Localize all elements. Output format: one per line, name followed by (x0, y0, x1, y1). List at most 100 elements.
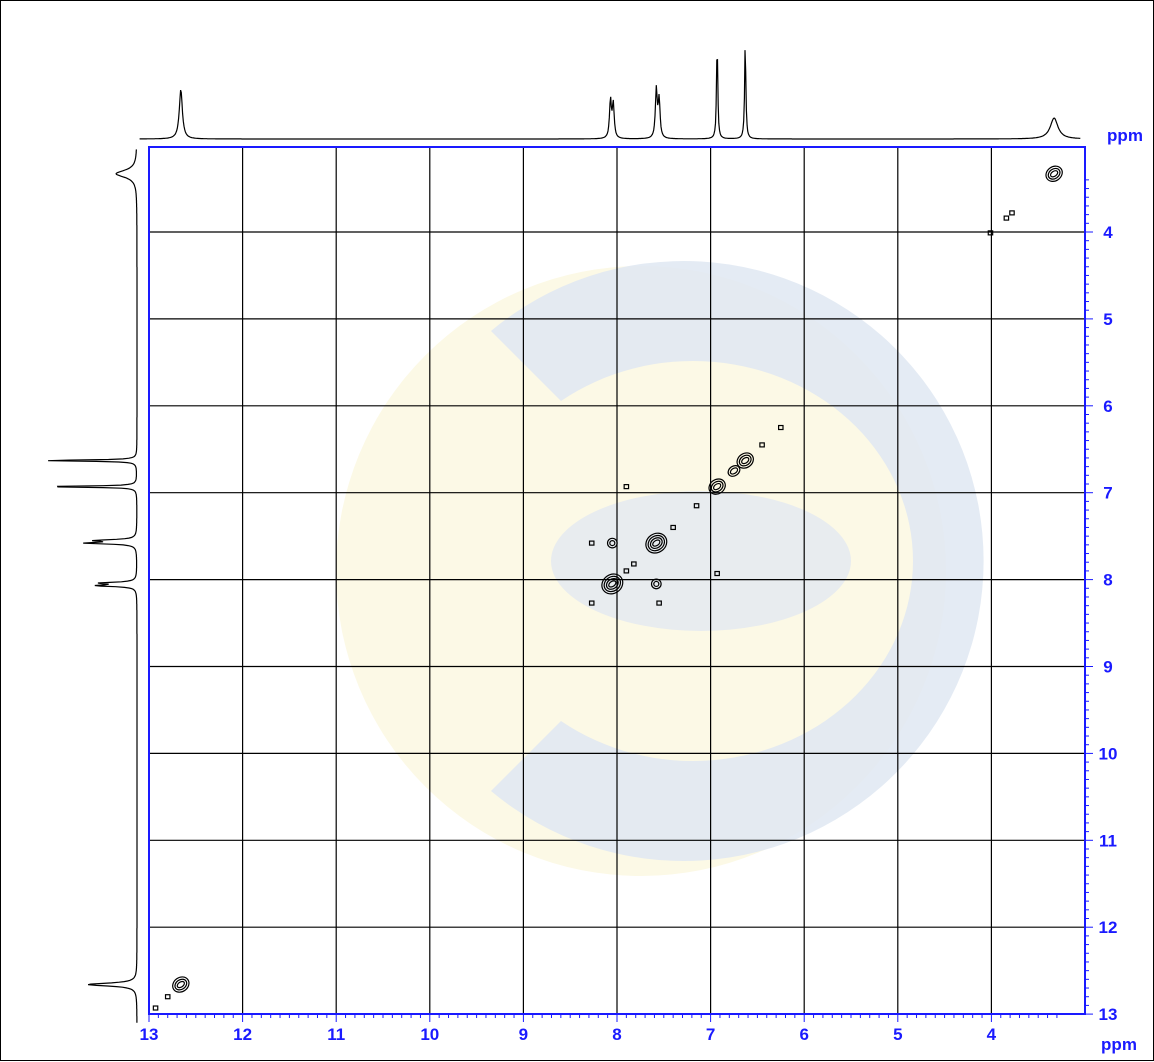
contour-ring (741, 456, 750, 465)
x-tick-label: 13 (140, 1025, 159, 1044)
x-tick-label: 4 (987, 1025, 997, 1044)
contour-ring (693, 503, 700, 509)
contour-ring (708, 478, 726, 495)
x-tick-label: 12 (233, 1025, 252, 1044)
cross-peak (736, 452, 754, 469)
contour-ring (1049, 170, 1059, 178)
contour-ring (174, 978, 188, 991)
contour-ring (605, 578, 619, 590)
x-tick-label: 10 (420, 1025, 439, 1044)
contour-ring (608, 580, 617, 588)
contour-ring (656, 600, 662, 606)
contour-ring (710, 480, 724, 493)
cross-peak (631, 561, 637, 567)
x-tick-label: 5 (893, 1025, 902, 1044)
cross-peak (588, 600, 595, 606)
cross-peak (588, 540, 595, 546)
grid-lines (149, 147, 1085, 1014)
cross-peak (714, 570, 720, 577)
contour-ring (987, 230, 994, 236)
x-tick-label: 11 (327, 1025, 345, 1044)
contour-ring (736, 452, 754, 469)
contour-ring (176, 980, 186, 989)
y-tick-label: 8 (1103, 571, 1112, 590)
contour-ring (603, 575, 622, 593)
axes: 13 12 11 10 9 8 7 6 5 4 4 5 6 7 8 9 10 11 12 13 ppm ppm (140, 126, 1143, 1054)
contour-ring (653, 580, 660, 588)
contour-ring (729, 467, 739, 475)
contour-ring (738, 454, 752, 467)
contour-ring (670, 524, 676, 531)
cross-peak (1045, 165, 1063, 183)
x-tick-label: 9 (519, 1025, 528, 1044)
contour-ring (652, 539, 661, 547)
contour-ring (631, 561, 637, 567)
cross-peak (987, 230, 994, 236)
cross-peak (1003, 215, 1010, 221)
x-tick-label: 6 (799, 1025, 808, 1044)
cross-peak (172, 976, 190, 993)
y-axis-label: ppm (1107, 126, 1143, 145)
x-axis-label: ppm (1101, 1035, 1137, 1054)
top-projection-spectrum (139, 50, 1081, 140)
y-tick-label: 5 (1103, 310, 1112, 329)
contour-ring (647, 534, 666, 552)
contour-ring (606, 537, 618, 549)
cross-peak (670, 524, 676, 531)
left-projection-spectrum (48, 149, 138, 1023)
cross-peak (623, 568, 630, 574)
contour-ring (172, 976, 190, 993)
cross-peak (759, 442, 765, 448)
contour-ring (1009, 210, 1015, 216)
contour-ring (1047, 167, 1061, 180)
y-tick-label: 11 (1099, 831, 1117, 850)
contour-ring (759, 442, 765, 448)
cross-peak (164, 994, 171, 1000)
x-tick-label: 7 (706, 1025, 715, 1044)
cross-peak (152, 1005, 159, 1011)
contour-ring (649, 537, 663, 550)
cross-peak (727, 465, 741, 477)
contour-ring (645, 532, 668, 554)
contour-ring (1045, 165, 1063, 183)
watermark-blue-arc (491, 261, 984, 862)
contour-ring (623, 568, 630, 574)
y-tick-label: 13 (1099, 1005, 1118, 1024)
cross-peak (656, 600, 662, 606)
contour-ring (714, 570, 720, 577)
cross-peak (1009, 210, 1015, 216)
left-projection-trace (48, 149, 138, 1023)
watermark-logo (336, 261, 984, 876)
contour-ring (609, 540, 616, 547)
x-tick-label: 8 (612, 1025, 621, 1044)
contour-ring (712, 482, 722, 491)
y-tick-label: 7 (1103, 484, 1112, 503)
cross-peak (708, 478, 726, 495)
cross-peak (601, 573, 624, 595)
contour-ring (588, 600, 595, 606)
contour-peaks (152, 165, 1063, 1011)
watermark-blue-bar (551, 491, 851, 631)
contour-ring (727, 465, 741, 477)
top-projection-trace (139, 50, 1081, 140)
contour-ring (152, 1005, 159, 1011)
y-tick-label: 4 (1103, 223, 1113, 242)
cross-peak (693, 503, 700, 509)
cross-peak (777, 424, 784, 431)
contour-ring (777, 424, 784, 431)
cross-peak (650, 578, 662, 590)
contour-ring (650, 578, 662, 590)
contour-ring (623, 484, 630, 490)
contour-ring (588, 540, 595, 546)
cross-peak (623, 484, 630, 490)
y-tick-label: 10 (1099, 744, 1118, 763)
y-tick-label: 9 (1103, 658, 1112, 677)
contour-ring (1003, 215, 1010, 221)
contour-ring (164, 994, 171, 1000)
y-tick-label: 12 (1099, 918, 1118, 937)
y-tick-label: 6 (1103, 397, 1112, 416)
contour-ring (601, 573, 624, 595)
cross-peak (645, 532, 668, 554)
